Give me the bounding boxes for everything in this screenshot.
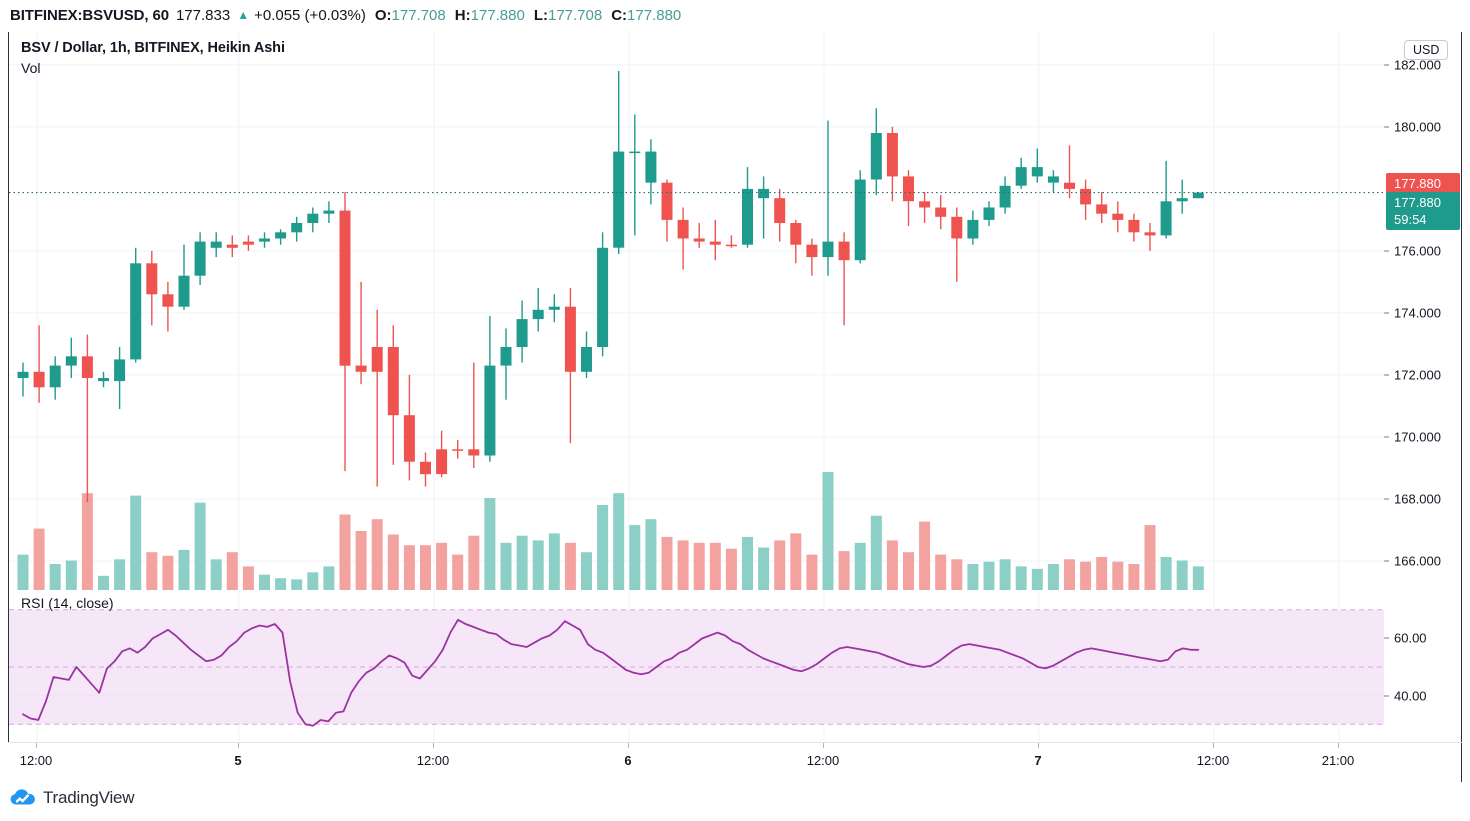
chart-frame: BSV / Dollar, 1h, BITFINEX, Heikin Ashi … (8, 32, 1462, 782)
price-axis[interactable]: USD 182.000 180.000 176.000 174.000 172.000 1… (1384, 32, 1462, 782)
time-axis-label: 12:00 (19, 753, 53, 768)
candlestick-series (17, 71, 1204, 503)
tradingview-logo-icon (10, 789, 35, 805)
time-tick (238, 743, 239, 748)
low-key: L: (533, 6, 548, 24)
last-price: 177.833 (175, 6, 231, 24)
volume-series (17, 472, 1204, 590)
last-price-line (9, 191, 1384, 194)
time-axis-label: 7 (1034, 753, 1042, 768)
price-axis-label: 182.000 (1394, 57, 1441, 73)
rsi-pane (9, 609, 1384, 727)
rsi-tick (1384, 695, 1389, 697)
tradingview-branding[interactable]: TradingView (10, 788, 135, 808)
price-tick (1384, 560, 1389, 562)
close-key: C: (611, 6, 628, 24)
rsi-axis-label: 40.00 (1394, 688, 1427, 704)
low-value: 177.708 (547, 6, 603, 24)
price-axis-label: 170.000 (1394, 429, 1441, 445)
high-key: H: (454, 6, 471, 24)
rsi-axis-label: 60.00 (1394, 630, 1427, 646)
time-axis[interactable]: 12:00 5 12:00 6 12:00 7 12:00 21:00 (8, 742, 1384, 782)
high-value: 177.880 (470, 6, 525, 24)
symbol-label[interactable]: BITFINEX:BSVUSD, 60 (10, 6, 169, 24)
time-tick (1338, 743, 1339, 748)
price-tick (1384, 436, 1389, 438)
price-axis-label: 172.000 (1394, 367, 1441, 383)
open-value: 177.708 (391, 6, 446, 24)
price-axis-label: 180.000 (1394, 119, 1441, 135)
time-axis-label: 12:00 (806, 753, 840, 768)
close-value: 177.880 (627, 6, 682, 24)
time-axis-label: 5 (234, 753, 242, 768)
bar-countdown: 59:54 (1394, 211, 1427, 227)
price-tick (1384, 126, 1389, 128)
price-tick (1384, 374, 1389, 376)
time-tick (628, 743, 629, 748)
change-arrow-icon: ▲ (237, 8, 250, 22)
plot-area[interactable]: BSV / Dollar, 1h, BITFINEX, Heikin Ashi … (8, 32, 1384, 742)
rsi-tick (1384, 637, 1389, 639)
close-price-badge[interactable]: 177.880 59:54 (1386, 191, 1460, 230)
last-price-badge[interactable]: 177.880 (1386, 172, 1460, 194)
time-tick (1213, 743, 1214, 748)
time-tick (1038, 743, 1039, 748)
price-tick (1384, 498, 1389, 500)
price-axis-label: 168.000 (1394, 491, 1441, 507)
price-axis-label: 176.000 (1394, 243, 1441, 259)
price-tick (1384, 312, 1389, 314)
price-tick (1384, 64, 1389, 66)
tradingview-wordmark: TradingView (43, 788, 135, 807)
currency-chip[interactable]: USD (1404, 40, 1449, 60)
time-tick (36, 743, 37, 748)
price-change: +0.055 (+0.03%) (254, 6, 366, 24)
time-tick (823, 743, 824, 748)
price-axis-label: 174.000 (1394, 305, 1441, 321)
quote-bar: BITFINEX:BSVUSD, 60 177.833 ▲ +0.055 (+0… (0, 0, 1470, 30)
close-price-value: 177.880 (1394, 194, 1441, 210)
time-axis-label: 12:00 (416, 753, 450, 768)
price-axis-label: 166.000 (1394, 553, 1441, 569)
time-axis-label: 6 (624, 753, 632, 768)
price-tick (1384, 250, 1389, 252)
axis-corner (1384, 742, 1462, 782)
time-tick (433, 743, 434, 748)
open-key: O: (374, 6, 392, 24)
time-axis-label: 21:00 (1321, 753, 1355, 768)
time-axis-label: 12:00 (1196, 753, 1230, 768)
